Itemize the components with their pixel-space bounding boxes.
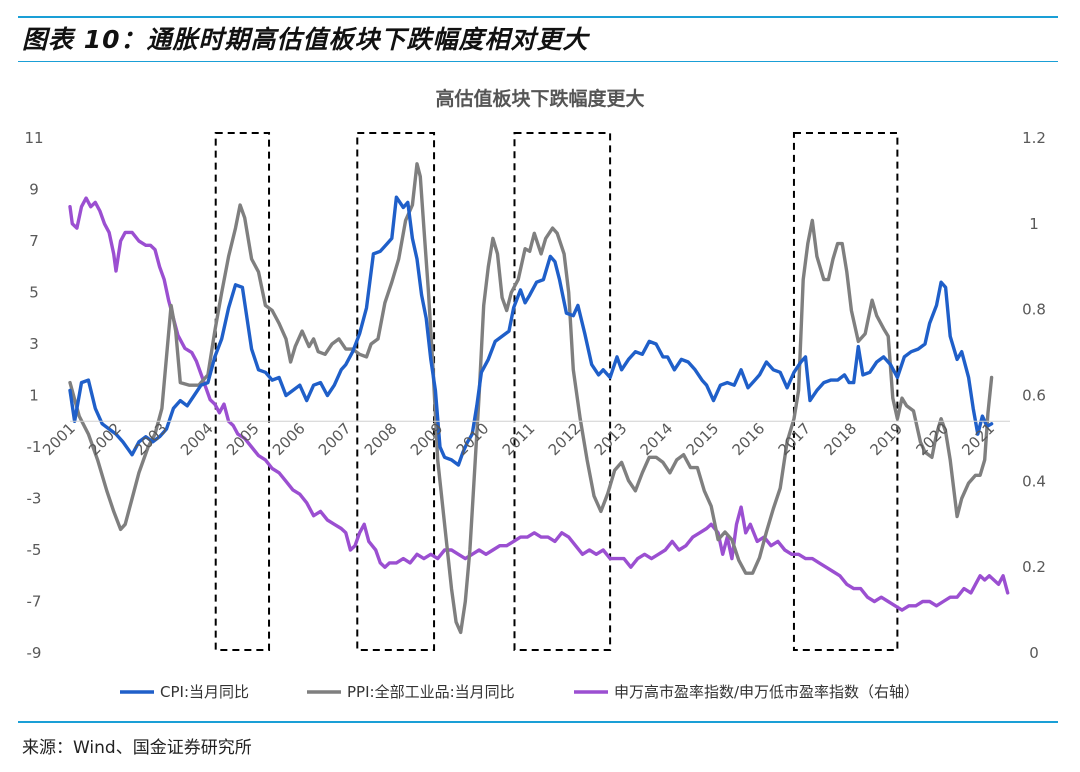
left-tick-label: 9 [29, 181, 39, 199]
left-tick-label: -7 [27, 593, 42, 611]
left-tick-label: 5 [29, 284, 39, 302]
left-tick-label: 1 [29, 387, 39, 405]
x-tick-label: 2013 [591, 419, 631, 459]
x-tick-label: 2017 [775, 419, 815, 459]
left-tick-label: -3 [27, 490, 42, 508]
legend: CPI:当月同比 PPI:全部工业品:当月同比 申万高市盈率指数/申万低市盈率指数（… [120, 683, 919, 701]
x-tick-label: 2006 [269, 419, 309, 459]
left-tick-label: 11 [24, 129, 43, 147]
legend-label-2: PPI:全部工业品:当月同比 [347, 683, 515, 701]
shaded-period-box-3 [513, 132, 612, 651]
legend-label-1: CPI:当月同比 [160, 683, 249, 701]
left-tick-label: -5 [27, 541, 42, 559]
right-tick-label: 0.6 [1022, 387, 1046, 405]
top-rule [18, 16, 1058, 18]
x-tick-label: 2003 [131, 419, 171, 459]
right-tick-label: 0.2 [1022, 558, 1046, 576]
x-tick-label: 2001 [39, 419, 79, 459]
figure-title: 图表 10：通胀时期高估值板块下跌幅度相对更大 [22, 25, 589, 54]
right-tick-label: 1.2 [1022, 129, 1046, 147]
shaded-period-box-2 [356, 132, 436, 651]
right-axis-ticks: 1.2 1 0.8 0.6 0.4 0.2 0 [1022, 129, 1046, 662]
shaded-periods [214, 132, 899, 651]
x-tick-label: 2014 [637, 419, 677, 459]
series-line-2 [68, 162, 994, 635]
title-rule [18, 61, 1058, 62]
right-tick-label: 0.4 [1022, 472, 1046, 490]
line-chart: 11 9 7 5 3 1 -1 -3 -5 -7 -9 1.2 1 0.8 0.6 0.4 0.2 0 2001… [24, 129, 1046, 701]
series-lines [68, 162, 1010, 635]
series-line-3 [68, 196, 1010, 612]
left-tick-label: -9 [27, 644, 42, 662]
x-tick-label: 2015 [683, 419, 723, 459]
right-tick-label: 0 [1029, 644, 1039, 662]
shaded-period-box-1 [214, 132, 271, 651]
bottom-rule [18, 721, 1058, 723]
x-tick-label: 2011 [499, 419, 539, 459]
legend-label-3: 申万高市盈率指数/申万低市盈率指数（右轴） [614, 683, 919, 701]
left-tick-label: 3 [29, 335, 39, 353]
series-line-1 [68, 195, 994, 467]
x-tick-label: 2004 [177, 419, 217, 459]
x-axis-ticks: 2001 2002 2003 2004 2005 2006 2007 2008 2009 2010… [39, 419, 998, 459]
left-tick-label: -1 [27, 438, 42, 456]
left-axis-ticks: 11 9 7 5 3 1 -1 -3 -5 -7 -9 [24, 129, 43, 662]
x-tick-label: 2007 [315, 419, 355, 459]
right-tick-label: 0.8 [1022, 301, 1046, 319]
x-tick-label: 2008 [361, 419, 401, 459]
source-note: 来源：Wind、国金证券研究所 [22, 738, 252, 758]
left-tick-label: 7 [29, 232, 39, 250]
x-tick-label: 2019 [866, 419, 906, 459]
x-tick-label: 2016 [729, 419, 769, 459]
x-tick-label: 2018 [821, 419, 861, 459]
x-tick-label: 2010 [453, 419, 493, 459]
x-tick-label: 2012 [545, 419, 585, 459]
shaded-period-box-4 [792, 132, 899, 651]
chart-title: 高估值板块下跌幅度更大 [435, 88, 645, 110]
right-tick-label: 1 [1029, 215, 1039, 233]
